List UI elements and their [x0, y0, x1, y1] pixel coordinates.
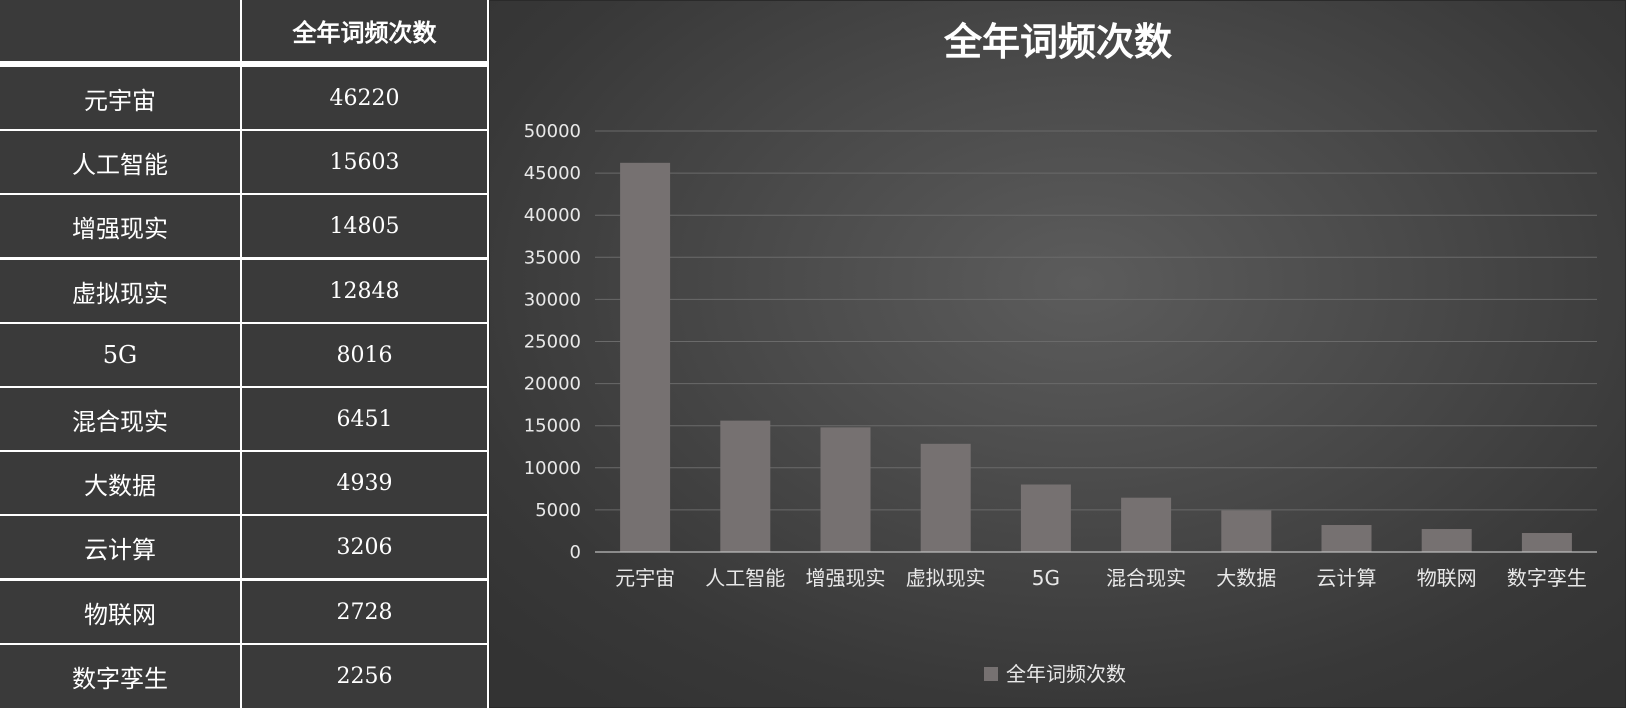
y-tick-label: 10000 — [524, 458, 581, 479]
table-row-label: 物联网 — [0, 581, 240, 643]
bar — [1020, 484, 1071, 552]
data-table: 全年词频次数 元宇宙 46220 人工智能 15603 增强现实 14805 虚拟现实 1284… — [0, 0, 488, 708]
table-row-label: 虚拟现实 — [0, 260, 240, 322]
table-row-label: 元宇宙 — [0, 67, 240, 129]
table-row-label: 数字孪生 — [0, 645, 240, 708]
legend-label: 全年词频次数 — [1006, 662, 1126, 686]
x-tick-label: 增强现实 — [806, 566, 886, 590]
y-tick-label: 45000 — [524, 163, 581, 184]
table-row-value: 46220 — [242, 67, 487, 129]
table-row-label: 人工智能 — [0, 131, 240, 193]
bar — [820, 427, 871, 552]
bar-chart: 全年词频次数 0 5000 10000 15000 20000 25000 30000 3500… — [524, 20, 1597, 686]
table-row-label: 云计算 — [0, 516, 240, 578]
bar — [1421, 529, 1472, 552]
table-row-value: 12848 — [242, 260, 487, 322]
table-row-value: 3206 — [242, 516, 487, 578]
x-tick-label: 元宇宙 — [615, 566, 675, 590]
y-tick-label: 30000 — [524, 289, 581, 310]
y-tick-label: 40000 — [524, 205, 581, 226]
bar — [1521, 533, 1572, 552]
y-tick-label: 25000 — [524, 332, 581, 353]
table-row-label: 增强现实 — [0, 195, 240, 257]
bar — [920, 443, 971, 552]
x-tick-label: 混合现实 — [1106, 566, 1186, 590]
x-tick-label: 物联网 — [1417, 566, 1477, 590]
bar — [720, 420, 771, 552]
table-row-label: 混合现实 — [0, 388, 240, 450]
table-row-label: 大数据 — [0, 452, 240, 514]
chart-title: 全年词频次数 — [943, 20, 1172, 64]
table-row-value: 6451 — [242, 388, 487, 450]
y-tick-label: 0 — [570, 542, 581, 563]
table-header-blank — [0, 0, 240, 61]
x-tick-label: 云计算 — [1317, 566, 1377, 590]
x-tick-label: 5G — [1032, 566, 1060, 590]
table-row-value: 8016 — [242, 324, 487, 386]
x-tick-label: 虚拟现实 — [906, 566, 986, 590]
table-header-rule — [0, 61, 487, 67]
table-row-value: 2256 — [242, 645, 487, 708]
table-header-value: 全年词频次数 — [242, 0, 487, 61]
table-row-value: 15603 — [242, 131, 487, 193]
y-tick-label: 50000 — [524, 121, 581, 142]
chart-panel: 全年词频次数 0 5000 10000 15000 20000 25000 30000 3500… — [489, 0, 1626, 708]
y-tick-label: 5000 — [535, 500, 581, 521]
legend-swatch — [984, 667, 998, 681]
y-tick-label: 20000 — [524, 374, 581, 395]
table-row-label: 5G — [0, 324, 240, 386]
bar — [1321, 525, 1372, 552]
x-tick-label: 数字孪生 — [1507, 566, 1587, 590]
bar — [1221, 510, 1272, 552]
table-row-value: 2728 — [242, 581, 487, 643]
y-tick-label: 15000 — [524, 416, 581, 437]
table-row-value: 4939 — [242, 452, 487, 514]
table-row-value: 14805 — [242, 195, 487, 257]
y-tick-label: 35000 — [524, 247, 581, 268]
x-tick-label: 大数据 — [1216, 566, 1276, 590]
bar — [1121, 497, 1172, 552]
x-tick-label: 人工智能 — [705, 566, 785, 590]
bar — [620, 162, 671, 552]
